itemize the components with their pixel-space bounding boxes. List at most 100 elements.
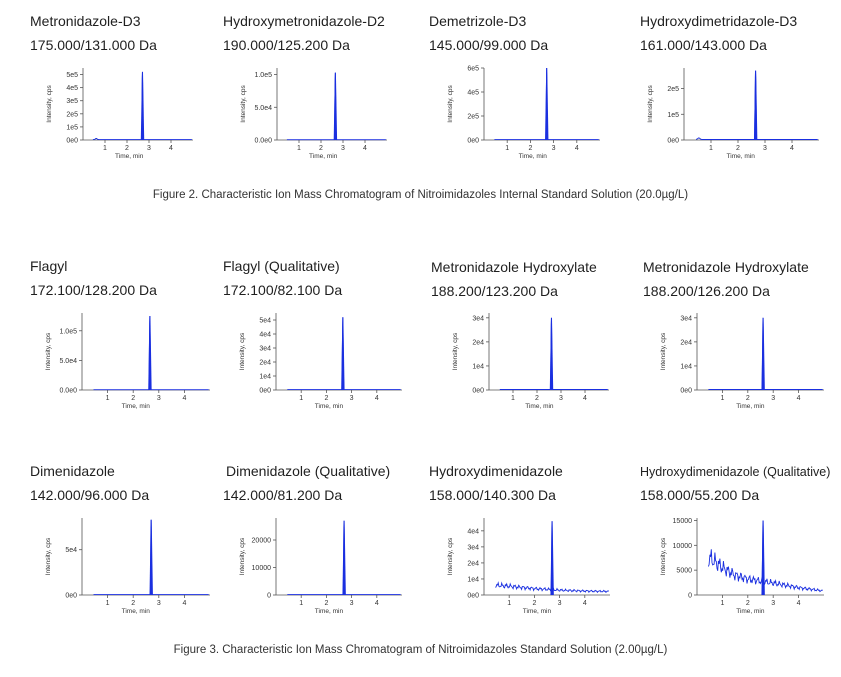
y-axis-label: Intensity, cps	[452, 332, 459, 370]
x-tick-label: 3	[350, 600, 354, 607]
y-tick-label: 0.0e0	[59, 388, 77, 395]
chart-svg: 0e0 5e4 1 2 3 4 Time, min Intensity, cps	[42, 514, 214, 617]
x-tick-label: 3	[558, 600, 562, 607]
peak-mark	[141, 72, 144, 140]
panel-transition: 142.000/81.200 Da	[223, 487, 342, 503]
y-tick-label: 3e4	[472, 315, 484, 322]
y-tick-label: 5e4	[259, 318, 271, 325]
y-tick-label: 1e4	[472, 363, 484, 370]
x-tick-label: 3	[771, 600, 775, 607]
x-tick-label: 3	[559, 395, 563, 402]
panel-transition: 142.000/96.000 Da	[30, 487, 149, 503]
x-tick-label: 2	[746, 600, 750, 607]
x-tick-label: 2	[131, 600, 135, 607]
panel-title: Hydroxydimenidazole	[429, 463, 563, 479]
x-axis-label: Time, min	[122, 608, 151, 615]
x-tick-label: 1	[299, 395, 303, 402]
y-tick-label: 2e4	[680, 339, 692, 346]
y-axis-label: Intensity, cps	[660, 537, 667, 575]
panel-transition: 172.100/128.200 Da	[30, 282, 157, 298]
x-tick-label: 1	[507, 600, 511, 607]
panel-transition: 145.000/99.000 Da	[429, 37, 548, 53]
x-tick-label: 1	[106, 395, 110, 402]
x-tick-label: 2	[532, 600, 536, 607]
peak-mark	[754, 71, 757, 140]
panel-transition: 172.100/82.100 Da	[223, 282, 342, 298]
y-tick-label: 0	[267, 593, 271, 600]
peak-mark	[341, 317, 344, 390]
y-tick-label: 5.0e4	[254, 105, 272, 112]
chart-svg: 0e01e42e43e44e45e41 2 3 4Time, minIntensity…	[236, 309, 406, 412]
y-tick-label: 2e4	[259, 360, 271, 367]
y-tick-label: 3e4	[259, 346, 271, 353]
y-tick-label: 1.0e5	[59, 328, 77, 335]
y-tick-label: 1e5	[66, 124, 78, 131]
x-tick-label: 3	[157, 395, 161, 402]
y-axis-label: Intensity, cps	[239, 537, 246, 575]
x-tick-label: 2	[319, 145, 323, 152]
panel-transition: 188.200/126.200 Da	[643, 283, 770, 299]
y-tick-label: 1e4	[467, 576, 479, 583]
x-tick-label: 1	[297, 145, 301, 152]
x-tick-label: 2	[736, 145, 740, 152]
x-tick-label: 4	[790, 145, 794, 152]
y-tick-label: 0e0	[467, 138, 479, 145]
x-tick-label: 3	[552, 145, 556, 152]
y-tick-label: 2e5	[467, 114, 479, 121]
chromatogram-trace	[708, 318, 822, 390]
chart-svg: 0e0 2e5 4e5 6e5 1 2 3 4 Time, min Intensity, cps	[444, 64, 604, 162]
y-tick-label: 0	[688, 593, 692, 600]
x-tick-label: 4	[583, 600, 587, 607]
chart-svg: 0500010000150001 2 3 4Time, minIntensity, c…	[657, 514, 828, 617]
panel-title: Flagyl (Qualitative)	[223, 258, 340, 274]
y-tick-label: 4e5	[467, 90, 479, 97]
figure-caption: Figure 3. Characteristic Ion Mass Chroma…	[0, 644, 841, 656]
panel-transition: 161.000/143.000 Da	[640, 37, 767, 53]
chart-svg: 0.0e0 5.0e4 1.0e5 1 2 3 4 Time, min Intensity, c…	[237, 64, 391, 162]
y-tick-label: 1e4	[259, 374, 271, 381]
y-tick-label: 1e4	[680, 363, 692, 370]
y-tick-label: 10000	[252, 565, 272, 572]
x-axis-label: Time, min	[525, 403, 554, 410]
y-tick-label: 0e0	[472, 388, 484, 395]
x-tick-label: 1	[709, 145, 713, 152]
x-tick-label: 2	[131, 395, 135, 402]
chart-svg: 0 10000 20000 1 2 3 4 Time, min Intensity, cps	[236, 514, 406, 617]
x-axis-label: Time, min	[736, 608, 765, 615]
y-tick-label: 15000	[673, 518, 693, 525]
y-axis-label: Intensity, cps	[45, 537, 52, 575]
chromatogram-trace	[500, 318, 608, 390]
panel-title: Flagyl	[30, 258, 67, 274]
y-tick-label: 5e5	[66, 72, 78, 79]
y-tick-label: 1e5	[667, 112, 679, 119]
x-tick-label: 3	[771, 395, 775, 402]
panel-title: Hydroxymetronidazole-D2	[223, 13, 385, 29]
x-tick-label: 4	[182, 600, 186, 607]
y-tick-label: 2e4	[467, 560, 479, 567]
figure-caption: Figure 2. Characteristic Ion Mass Chroma…	[0, 189, 841, 201]
panel-title: Demetrizole-D3	[429, 13, 526, 29]
panel-transition: 190.000/125.200 Da	[223, 37, 350, 53]
chart-svg: 0e0 1e4 2e4 3e4 1 2 3 4 Time, min Intensity, cps	[449, 309, 613, 412]
x-tick-label: 3	[147, 145, 151, 152]
x-tick-label: 1	[511, 395, 515, 402]
peak-mark	[761, 318, 764, 390]
x-tick-label: 2	[535, 395, 539, 402]
y-tick-label: 4e5	[66, 85, 78, 92]
x-axis-label: Time, min	[519, 153, 548, 160]
peak-mark	[334, 73, 337, 140]
panel-transition: 175.000/131.000 Da	[30, 37, 157, 53]
y-tick-label: 0e0	[680, 388, 692, 395]
y-tick-label: 2e5	[667, 86, 679, 93]
chart-svg: 0e01e52e51 2 3 4Time, minIntensity, cps	[644, 64, 823, 162]
y-axis-label: Intensity, cps	[45, 332, 52, 370]
x-tick-label: 2	[324, 600, 328, 607]
peak-mark	[550, 521, 553, 595]
y-tick-label: 10000	[673, 543, 693, 550]
x-tick-label: 3	[157, 600, 161, 607]
x-axis-label: Time, min	[115, 153, 144, 160]
y-tick-label: 0e0	[467, 593, 479, 600]
y-tick-label: 3e5	[66, 98, 78, 105]
y-axis-label: Intensity, cps	[447, 537, 454, 575]
x-tick-label: 1	[505, 145, 509, 152]
